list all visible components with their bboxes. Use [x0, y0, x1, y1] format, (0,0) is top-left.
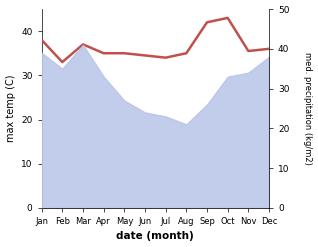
Y-axis label: med. precipitation (kg/m2): med. precipitation (kg/m2) [303, 52, 313, 165]
Y-axis label: max temp (C): max temp (C) [5, 75, 16, 142]
X-axis label: date (month): date (month) [116, 231, 194, 242]
